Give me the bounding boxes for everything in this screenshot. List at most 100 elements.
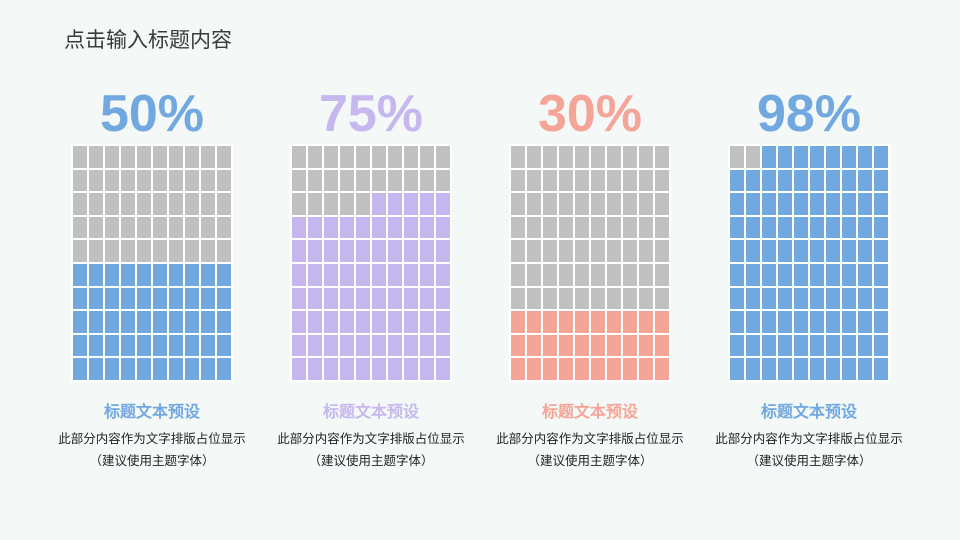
waffle-cell [559,146,573,168]
waffle-cell [559,193,573,215]
waffle-cell [527,334,541,357]
waffle-cell [217,287,231,310]
waffle-cell [201,146,215,168]
waffle-cell [746,311,760,333]
waffle-cell [137,240,151,262]
waffle-cell [388,264,402,286]
waffle-cell [73,264,87,286]
waffle-cell [842,169,856,192]
waffle-cell [543,334,557,357]
waffle-cell [826,216,840,239]
waffle-cell [356,169,370,192]
waffle-cell [137,146,151,168]
waffle-cell [73,240,87,262]
waffle-cell [730,358,744,380]
waffle-cell [153,334,167,357]
waffle-cell [308,311,322,333]
waffle-cell [105,146,119,168]
waffle-cell [153,358,167,380]
waffle-cell [655,146,669,168]
waffle-cell [810,358,824,380]
waffle-cell [420,311,434,333]
waffle-cell [137,334,151,357]
waffle-cell [121,216,135,239]
waffle-cell [746,193,760,215]
waffle-cell [308,334,322,357]
waffle-cell [858,146,872,168]
waffle-cell [511,193,525,215]
waffle-cell [340,264,354,286]
waffle-cell [543,146,557,168]
waffle-cell [169,311,183,333]
waffle-cell [404,193,418,215]
waffle-cell [169,240,183,262]
waffle-cell [655,169,669,192]
waffle-cell [324,264,338,286]
waffle-cell [591,240,605,262]
waffle-cell [842,240,856,262]
waffle-cell [340,193,354,215]
waffle-cell [372,311,386,333]
waffle-cell [201,169,215,192]
waffle-cell [730,264,744,286]
waffle-cell [511,216,525,239]
percent-label: 75% [318,85,424,143]
waffle-cell [607,169,621,192]
waffle-cell [372,216,386,239]
waffle-cell [858,264,872,286]
waffle-cell [762,358,776,380]
waffle-cell [730,287,744,310]
waffle-cell [794,146,808,168]
waffle-cell [324,240,338,262]
waffle-cell [607,216,621,239]
waffle-cell [121,358,135,380]
waffle-cell [762,146,776,168]
waffle-cell [607,264,621,286]
waffle-cell [575,193,589,215]
waffle-cell [137,287,151,310]
waffle-cell [201,193,215,215]
waffle-cell [121,287,135,310]
waffle-cell [591,334,605,357]
waffle-cell [153,193,167,215]
waffle-cell [762,311,776,333]
waffle-cell [730,169,744,192]
waffle-cell [324,169,338,192]
waffle-cell [874,240,888,262]
waffle-cell [575,169,589,192]
waffle-cell [746,334,760,357]
waffle-cell [842,358,856,380]
waffle-cell [169,264,183,286]
waffle-cell [292,193,306,215]
waffle-cell [655,358,669,380]
waffle-cell [137,216,151,239]
waffle-cell [292,358,306,380]
waffle-grid [509,144,671,382]
waffle-cell [623,146,637,168]
waffle-cell [559,216,573,239]
waffle-cell [826,169,840,192]
waffle-cell [730,146,744,168]
waffle-cell [794,169,808,192]
waffle-cell [543,240,557,262]
waffle-cell [356,311,370,333]
waffle-cell [591,169,605,192]
waffle-cell [372,334,386,357]
waffle-cell [121,264,135,286]
waffle-cell [89,193,103,215]
waffle-cell [169,216,183,239]
waffle-cell [217,240,231,262]
waffle-cell [324,146,338,168]
waffle-cell [511,264,525,286]
waffle-cell [810,146,824,168]
waffle-cell [169,169,183,192]
waffle-cell [639,193,653,215]
waffle-cell [436,193,450,215]
waffle-cell [794,193,808,215]
waffle-cell [655,240,669,262]
waffle-cell [778,264,792,286]
waffle-cell [201,240,215,262]
waffle-cell [105,287,119,310]
waffle-cell [201,311,215,333]
waffle-cell [826,264,840,286]
